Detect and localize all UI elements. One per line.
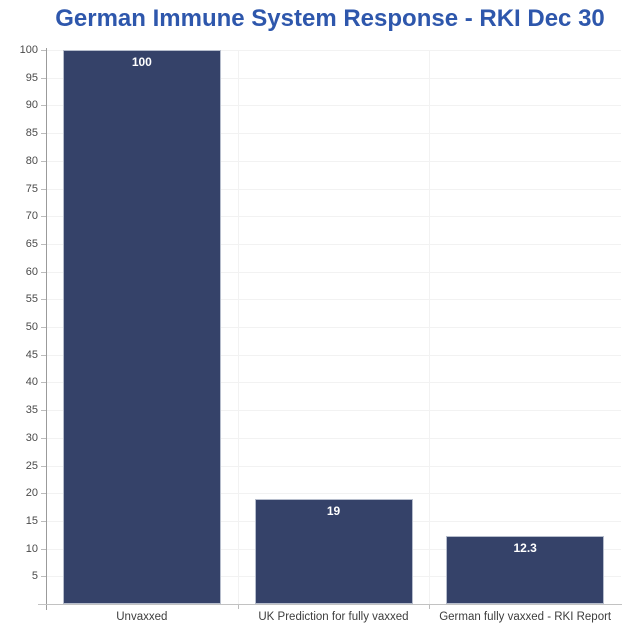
y-axis-tick-label: 100 (19, 44, 38, 56)
gridline-y-95 (47, 77, 621, 79)
y-axis-tick-label: 5 (31, 570, 38, 583)
y-axis-tick (41, 520, 46, 522)
y-axis-tick-label: 25 (25, 459, 38, 472)
y-axis-tick (41, 327, 46, 328)
y-axis-tick-label: 90 (25, 99, 38, 112)
y-axis-tick (41, 548, 46, 550)
bar-uk-prediction-for-fully-vaxxed[interactable]: 19 (254, 498, 413, 604)
gridline-y-30 (47, 437, 621, 439)
y-axis-tick-label: 85 (25, 127, 38, 140)
x-axis-tick (237, 604, 239, 609)
y-axis-tick (41, 216, 46, 218)
y-axis-tick-label: 40 (25, 376, 38, 389)
y-axis-tick-label: 80 (25, 154, 38, 167)
gridline-y-40 (47, 382, 621, 384)
y-axis-tick-label: 65 (25, 237, 38, 250)
gridline-category-separator (429, 50, 431, 604)
y-axis-tick (41, 243, 46, 245)
gridline-y-65 (47, 243, 621, 245)
y-axis-tick-label: 55 (25, 293, 38, 306)
gridline-y-85 (47, 133, 621, 135)
y-axis-tick (41, 160, 46, 162)
bar-german-fully-vaxxed-rki-report[interactable]: 12.3 (446, 535, 605, 604)
gridline-y-55 (47, 299, 621, 301)
y-axis-tick-label: 20 (25, 487, 38, 500)
gridline-y-20 (47, 493, 621, 495)
y-axis-tick-label: 70 (25, 210, 38, 223)
y-axis-line (46, 48, 47, 610)
bar-value-label: 100 (131, 55, 152, 69)
y-axis-tick-label: 30 (25, 431, 38, 444)
y-axis-tick-label: 35 (25, 404, 38, 417)
y-axis-tick (41, 105, 46, 107)
gridline-y-100 (47, 50, 621, 51)
x-axis-category-label: German fully vaxxed - RKI Report (439, 611, 612, 623)
y-axis-tick (41, 465, 46, 467)
x-axis-tick (429, 604, 431, 609)
gridline-y-25 (47, 465, 621, 467)
y-axis-tick (41, 410, 46, 412)
bar-value-label: 12.3 (513, 540, 537, 555)
y-axis-tick (41, 299, 46, 301)
y-axis-tick (41, 188, 46, 190)
chart-title: German Immune System Response - RKI Dec … (55, 5, 605, 32)
y-axis-tick-label: 60 (25, 265, 38, 278)
bar-unvaxxed[interactable]: 100 (62, 50, 221, 604)
y-axis-tick-label: 10 (25, 542, 38, 555)
y-axis-tick-label: 75 (25, 182, 38, 195)
y-axis-tick (41, 354, 46, 356)
y-axis-tick (41, 77, 46, 79)
y-axis-tick-label: 15 (25, 514, 38, 527)
y-axis-tick (41, 437, 46, 439)
x-axis-category-label: UK Prediction for fully vaxxed (258, 611, 409, 623)
y-axis-tick (41, 493, 46, 495)
x-axis-line (38, 604, 622, 605)
gridline-y-90 (47, 105, 621, 107)
y-axis-tick (41, 271, 46, 273)
gridline-y-45 (47, 354, 621, 356)
gridline-y-60 (47, 271, 621, 273)
gridline-category-separator (237, 50, 239, 604)
y-axis-tick-label: 95 (25, 71, 38, 84)
gridline-y-35 (47, 410, 621, 412)
y-axis-tick-label: 45 (25, 348, 38, 361)
gridline-y-80 (47, 160, 621, 162)
gridline-y-50 (47, 327, 621, 328)
y-axis-tick (41, 50, 46, 51)
y-axis-tick (41, 133, 46, 135)
x-axis-category-label: Unvaxxed (116, 611, 168, 623)
gridline-y-75 (47, 188, 621, 190)
gridline-y-70 (47, 216, 621, 218)
y-axis-tick-label: 50 (25, 321, 38, 333)
y-axis-tick (41, 382, 46, 384)
bar-value-label: 19 (326, 503, 341, 518)
y-axis-tick (41, 576, 46, 578)
